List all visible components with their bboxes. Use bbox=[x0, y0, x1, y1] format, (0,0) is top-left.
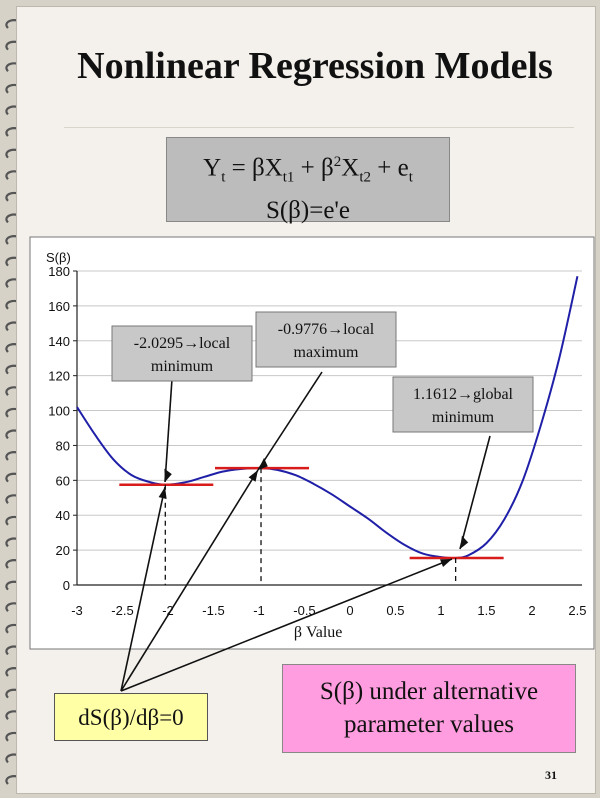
y-tick-label: 140 bbox=[48, 334, 70, 349]
callout-line-2: minimum bbox=[432, 409, 495, 426]
regression-equation: Yt = βXt1 + β2Xt2 + et bbox=[203, 154, 413, 186]
stationary-point-callout bbox=[392, 376, 534, 433]
x-tick-label: -3 bbox=[71, 603, 83, 618]
x-tick-label: -1 bbox=[253, 603, 265, 618]
x-tick-label: -2.5 bbox=[111, 603, 133, 618]
callout-line-1: -2.0295→local bbox=[134, 335, 231, 352]
callout-line-1: 1.1612→global bbox=[413, 386, 514, 403]
x-tick-label: 2 bbox=[528, 603, 535, 618]
caption-line-1: S(β) under alternative bbox=[319, 678, 539, 705]
chart-caption-box: S(β) under alternative parameter values bbox=[282, 664, 576, 753]
callout-line-2: minimum bbox=[151, 358, 214, 375]
callout-line-2: maximum bbox=[294, 344, 359, 361]
arrowhead-icon bbox=[248, 470, 258, 482]
x-tick-label: -2 bbox=[162, 603, 174, 618]
y-tick-label: 20 bbox=[56, 543, 70, 558]
arrowhead-icon bbox=[440, 559, 452, 567]
callout-arrow bbox=[164, 378, 173, 483]
y-tick-label: 40 bbox=[56, 508, 70, 523]
arrowhead-icon bbox=[460, 535, 469, 549]
y-tick-label: 60 bbox=[56, 473, 70, 488]
y-axis-label: S(β) bbox=[46, 250, 71, 265]
y-tick-label: 0 bbox=[63, 578, 70, 593]
pointer-arrow-to-local-max bbox=[120, 469, 259, 692]
arrowhead-icon bbox=[258, 458, 268, 470]
title-divider bbox=[64, 127, 574, 128]
page-number: 31 bbox=[545, 768, 557, 782]
y-tick-label: 120 bbox=[48, 369, 70, 384]
derivative-condition-box: dS(β)/dβ=0 bbox=[54, 693, 208, 741]
callout-line-1: -0.9776→local bbox=[278, 321, 375, 338]
x-axis-label: β Value bbox=[294, 624, 343, 641]
y-tick-label: 100 bbox=[48, 404, 70, 419]
model-formula-box: Yt = βXt1 + β2Xt2 + et S(β)=e'e bbox=[166, 137, 450, 224]
x-tick-label: 0 bbox=[346, 603, 353, 618]
x-tick-label: -1.5 bbox=[202, 603, 224, 618]
chart-frame bbox=[29, 236, 595, 650]
x-tick-label: 0.5 bbox=[386, 603, 404, 618]
y-tick-label: 80 bbox=[56, 438, 70, 453]
callout-arrow bbox=[257, 371, 323, 471]
stationary-point-callout bbox=[255, 311, 397, 368]
y-tick-label: 160 bbox=[48, 299, 70, 314]
caption-line-2: parameter values bbox=[343, 711, 515, 738]
pointer-arrow-to-global-min bbox=[120, 558, 453, 692]
x-tick-label: 1.5 bbox=[477, 603, 495, 618]
arrowhead-icon bbox=[158, 487, 167, 499]
sum-of-squares-equation: S(β)=e'e bbox=[265, 197, 351, 225]
y-tick-label: 180 bbox=[48, 264, 70, 279]
x-tick-label: -0.5 bbox=[293, 603, 315, 618]
callout-arrow bbox=[459, 435, 491, 550]
arrowhead-icon bbox=[164, 468, 172, 482]
pointer-arrow-to-local-min bbox=[120, 486, 166, 692]
stationary-point-callout bbox=[111, 325, 253, 382]
x-tick-label: 2.5 bbox=[568, 603, 586, 618]
x-tick-label: 1 bbox=[437, 603, 444, 618]
slide-title: Nonlinear Regression Models bbox=[77, 45, 553, 87]
